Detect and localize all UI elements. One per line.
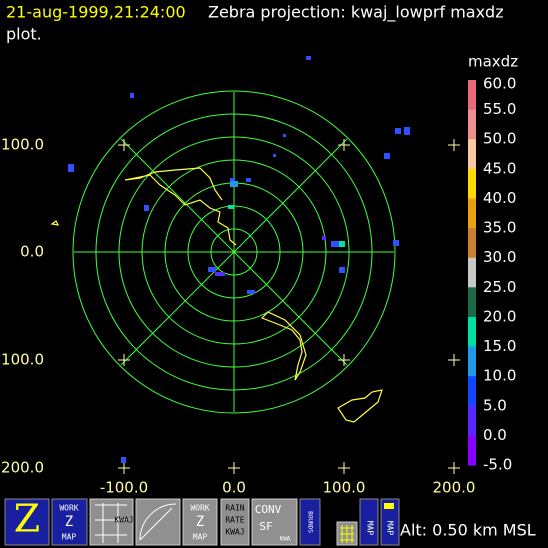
zebra-logo: Z — [14, 497, 40, 541]
grid-crosses — [118, 139, 460, 474]
azimuth-lines — [74, 92, 394, 412]
colorbar-swatch — [468, 346, 476, 377]
zebra-button[interactable] — [4, 498, 50, 546]
button-label: WORK — [59, 504, 78, 513]
colorbar-swatch — [468, 287, 476, 318]
radar-echoes — [68, 56, 410, 463]
y-axis-labels: 100.0 0.0 100.0 200.0 — [1, 136, 44, 477]
button[interactable] — [89, 498, 134, 546]
colorbar-label: 60.0 — [483, 75, 516, 93]
button[interactable] — [220, 498, 250, 546]
button-label: KWA — [280, 536, 291, 543]
y-axis-label: 100.0 — [1, 351, 44, 369]
colorbar-swatch — [468, 198, 476, 229]
button-label: WORK — [190, 504, 209, 513]
status: Alt: 0.50 km MSL — [400, 521, 536, 540]
colorbar-label: 55.0 — [483, 100, 516, 118]
button[interactable] — [380, 498, 400, 546]
button[interactable] — [182, 498, 218, 546]
colorbar-swatch — [468, 405, 476, 436]
toolbar: Z WORK Z MAP KWAJ WORK Z MAP RAIN RATE K… — [4, 497, 400, 546]
button-label: KWAJ — [114, 516, 133, 525]
x-axis-label: 0.0 — [222, 479, 246, 497]
colorbar-swatch — [468, 376, 476, 407]
button-label: Z — [196, 514, 204, 530]
x-axis-label: 200.0 — [433, 479, 476, 497]
colorbar-label: -5.0 — [483, 456, 512, 474]
colorbar-swatch — [468, 168, 476, 199]
timestamp: 21-aug-1999,21:24:00 — [6, 3, 186, 22]
title: Zebra projection: kwaj_lowprf maxdz — [208, 3, 504, 23]
button-label: KWAJ — [225, 528, 244, 537]
map-icon — [384, 503, 394, 509]
range-ring — [72, 90, 396, 414]
y-axis-label: 200.0 — [1, 459, 44, 477]
y-axis-label: 0.0 — [20, 243, 44, 261]
button-label: MAP — [386, 521, 395, 536]
button[interactable] — [51, 498, 88, 546]
colorbar-label: 10.0 — [483, 367, 516, 385]
colorbar-swatch — [468, 80, 476, 111]
colorbar-label: 20.0 — [483, 307, 516, 325]
button[interactable] — [299, 498, 321, 546]
colorbar-label: 15.0 — [483, 337, 516, 355]
button-label: Z — [65, 514, 73, 530]
colorbar-label: 45.0 — [483, 159, 516, 177]
colorbar-label: 0.0 — [483, 426, 507, 444]
button-label: SF — [259, 520, 272, 533]
button-label: MAP — [62, 533, 77, 542]
colorbar-swatch — [468, 316, 476, 348]
colorbar-label: 25.0 — [483, 278, 516, 296]
colorbar-label: 35.0 — [483, 219, 516, 237]
button[interactable] — [251, 498, 298, 546]
y-axis-label: 100.0 — [1, 136, 44, 154]
colorbar-swatch — [468, 228, 476, 259]
colorbar-swatch — [468, 139, 476, 170]
coastlines — [50, 167, 383, 423]
colorbar-swatch — [468, 435, 476, 466]
colorbar-label: 50.0 — [483, 130, 516, 148]
title-cont: plot. — [6, 25, 42, 44]
button-label: RAIN — [225, 504, 244, 513]
colorbar: 60.0 55.0 50.0 45.0 40.0 35.0 30.0 25.0 20.0 15.0… — [468, 75, 516, 474]
button-label: CONV — [255, 503, 282, 516]
button[interactable] — [359, 498, 379, 546]
x-axis-label: 100.0 — [323, 479, 366, 497]
colorbar-label: 40.0 — [483, 189, 516, 207]
button-label: MAP — [366, 521, 375, 536]
colorbar-swatch — [468, 257, 476, 288]
colorbar-label: 5.0 — [483, 396, 507, 414]
button-label: BOUNDS — [307, 511, 314, 533]
colorbar-label: 30.0 — [483, 248, 516, 266]
button-label: MAP — [193, 533, 208, 542]
x-axis-label: -100.0 — [100, 479, 148, 497]
colorbar-swatch — [468, 109, 476, 140]
grid-icon — [95, 503, 127, 543]
colorbar-field: maxdz — [468, 53, 518, 71]
radar-icon — [139, 503, 177, 541]
button-label: RATE — [225, 516, 244, 525]
x-axis-labels: -100.0 0.0 100.0 200.0 — [100, 479, 476, 497]
grid-icon — [340, 525, 354, 543]
